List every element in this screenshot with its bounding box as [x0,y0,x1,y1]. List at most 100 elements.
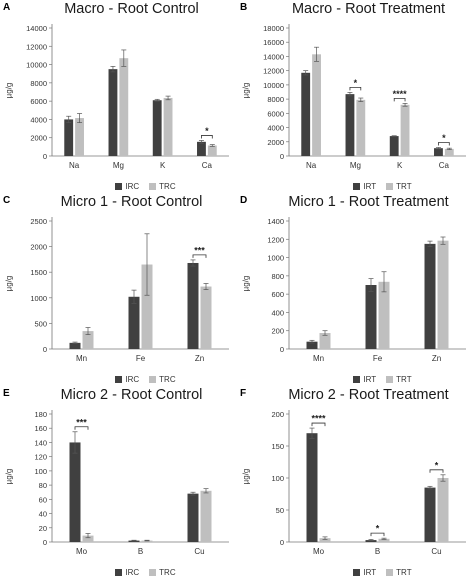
y-tick-label: 2000 [267,138,284,147]
y-tick-label: 60 [39,495,47,504]
bar [187,262,199,349]
y-tick-label: 14000 [263,52,284,61]
bar [82,331,94,349]
chart-svg: 0 2000 4000 6000 8000 10000 12000 14000 Na Mg K Ca * [26,24,229,170]
bar [434,148,443,156]
y-tick-label: 12000 [263,67,284,76]
y-tick-label: 10000 [263,81,284,90]
significance-label: * [205,126,209,136]
x-tick-label: K [160,161,166,170]
x-tick-label: Cu [431,547,441,556]
legend-swatch-control [115,569,123,576]
significance-bracket [311,422,326,427]
y-tick-label: 0 [43,345,47,354]
chart-title: Micro 1 - Root Treatment [288,194,449,210]
significance-label: **** [311,414,326,424]
legend-label: IRC [125,182,140,191]
significance-label: *** [76,417,87,427]
chart-panel-e: E Micro 2 - Root Control µg/g 0 20 40 60 80 1… [0,386,237,579]
bar [69,442,81,542]
bar [306,341,318,349]
significance-bracket [393,97,406,102]
bar [437,478,449,542]
bar [365,285,377,349]
bar [424,243,436,349]
legend-swatch-control [353,376,361,383]
chart-panel-d: D Micro 1 - Root Treatment µg/g 0 200 400 6… [237,193,474,386]
x-tick-label: Na [69,161,80,170]
chart-title: Macro - Root Control [64,1,199,17]
x-tick-label: Mn [313,354,324,363]
chart-svg: 0 2000 4000 6000 8000 10000 12000 14000 16000 180… [263,24,466,170]
legend-label: IRT [363,375,377,384]
significance-bracket [74,426,89,430]
bar [187,493,199,542]
y-tick-label: 8000 [267,95,284,104]
legend-label: IRT [363,568,377,577]
y-tick-label: 4000 [267,124,284,133]
legend-swatch-treatment [149,183,157,190]
bar [345,94,355,156]
legend-label: TRT [396,375,412,384]
chart-panel-f: F Micro 2 - Root Treatment µg/g 0 50 100 15… [237,386,474,579]
x-tick-label: Mg [350,161,361,170]
y-tick-label: 1000 [30,294,47,303]
y-tick-label: 2000 [30,134,47,143]
bar [128,296,140,349]
x-tick-label: Fe [373,354,383,363]
bar [400,104,410,156]
y-tick-label: 14000 [26,24,47,33]
legend-swatch-treatment [386,376,394,383]
chart-title: Micro 2 - Root Treatment [288,387,449,403]
y-tick-label: 100 [271,474,284,483]
y-tick-label: 120 [34,453,47,462]
significance-bracket [429,469,444,473]
chart-panel-c: C Micro 1 - Root Control µg/g 0 500 1000 15… [0,193,237,386]
chart-legend: IRT TRT [297,182,468,191]
significance-label: * [354,78,358,88]
y-tick-label: 100 [34,467,47,476]
x-tick-label: Mo [313,547,325,556]
bar [319,538,331,542]
bar [163,97,173,156]
bar [444,148,454,156]
significance-bracket [201,135,213,139]
y-tick-label: 1200 [267,235,284,244]
significance-bracket [370,532,385,537]
y-tick-label: 18000 [263,24,284,33]
panel-letter: E [3,388,10,399]
y-tick-label: 0 [280,152,284,161]
chart-svg: 0 200 400 600 800 1000 1200 1400 Mn Fe Zn [267,217,466,363]
y-tick-label: 0 [43,152,47,161]
bar [69,342,81,349]
bar [356,99,366,156]
y-tick-label: 50 [276,506,284,515]
bar [108,69,118,156]
legend-swatch-treatment [386,569,394,576]
legend-swatch-treatment [149,569,157,576]
panel-letter: C [3,195,11,206]
bar [378,538,390,542]
chart-title: Micro 1 - Root Control [60,194,203,210]
y-tick-label: 6000 [30,97,47,106]
y-tick-label: 0 [43,538,47,547]
x-tick-label: Mg [113,161,124,170]
y-tick-label: 150 [271,442,284,451]
x-tick-label: B [138,547,143,556]
significance-bracket [349,86,362,91]
legend-label: TRC [159,568,176,577]
chart-panel-b: B Macro - Root Treatment µg/g 0 2000 4000 6… [237,0,474,193]
y-tick-label: 2000 [30,243,47,252]
chart-legend: IRT TRT [297,568,468,577]
legend-swatch-control [353,569,361,576]
y-tick-label: 0 [280,538,284,547]
y-tick-label: 800 [271,272,284,281]
bar [312,54,321,156]
bar [119,58,129,156]
legend-swatch-treatment [386,183,394,190]
x-tick-label: Zn [432,354,441,363]
bar [75,118,84,156]
y-tick-label: 140 [34,438,47,447]
significance-label: * [435,460,439,470]
y-tick-label: 1000 [267,254,284,263]
